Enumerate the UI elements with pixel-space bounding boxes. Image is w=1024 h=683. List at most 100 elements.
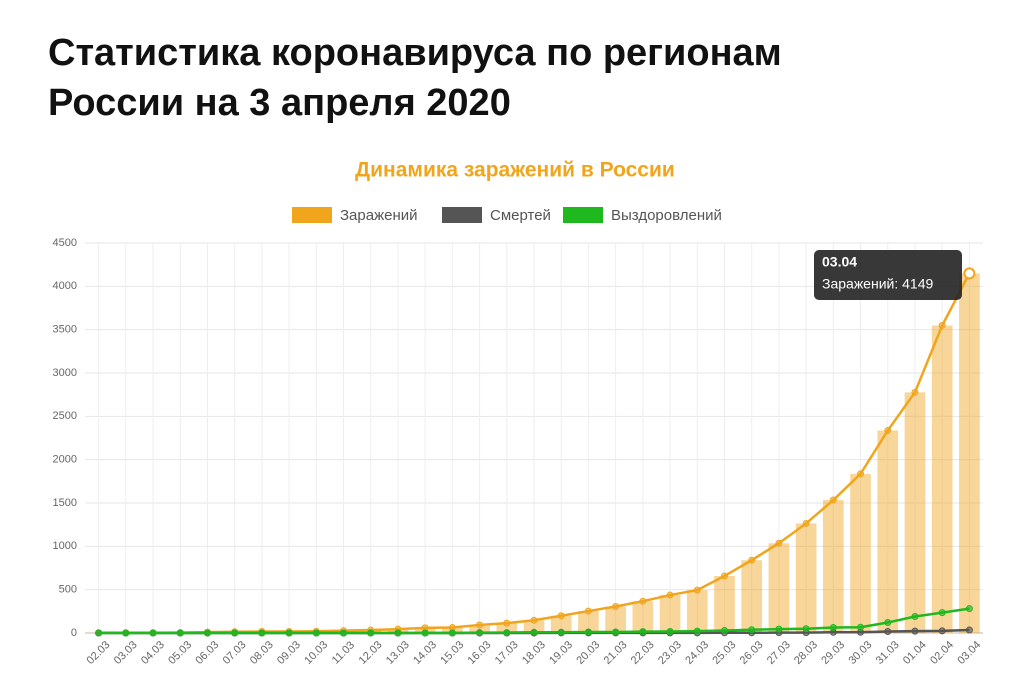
point <box>829 496 837 504</box>
point <box>584 628 592 636</box>
x-tick-label: 08.03 <box>248 639 276 667</box>
point <box>775 625 783 633</box>
x-tick-label: 03.04 <box>955 639 983 667</box>
point <box>911 388 919 396</box>
point <box>312 629 320 637</box>
bar <box>469 624 490 633</box>
point <box>775 539 783 547</box>
point <box>503 629 511 637</box>
bar <box>768 543 790 633</box>
bar <box>496 623 518 633</box>
point <box>639 628 647 636</box>
point <box>557 628 565 636</box>
y-tick-label: 500 <box>59 584 77 596</box>
bar <box>904 392 926 633</box>
point <box>258 629 266 637</box>
point <box>666 591 674 599</box>
point <box>476 621 484 629</box>
x-tick-label: 18.03 <box>520 639 548 667</box>
legend-swatch <box>442 207 482 223</box>
page-title: Статистика коронавируса по регионам Росс… <box>48 32 782 124</box>
bar <box>877 430 899 633</box>
point <box>367 629 375 637</box>
chart-title: Динамика заражений в России <box>355 159 675 182</box>
legend-swatch <box>563 207 603 223</box>
x-tick-label: 01.04 <box>901 639 929 667</box>
tooltip-title: 03.04 <box>822 254 857 270</box>
tooltip-box <box>814 250 962 300</box>
point <box>612 628 620 636</box>
y-tick-label: 0 <box>71 627 77 639</box>
point <box>720 626 728 634</box>
x-tick-label: 05.03 <box>166 639 194 667</box>
y-tick-label: 1500 <box>53 497 77 509</box>
point <box>95 629 103 637</box>
x-tick-label: 26.03 <box>738 639 766 667</box>
x-tick-label: 07.03 <box>221 639 249 667</box>
y-tick-label: 2500 <box>53 410 77 422</box>
point <box>448 629 456 637</box>
point <box>421 629 429 637</box>
bar <box>822 500 844 633</box>
x-tick-label: 02.04 <box>928 639 956 667</box>
legend-label: Заражений <box>340 207 418 224</box>
bar <box>931 325 953 633</box>
x-tick-label: 06.03 <box>193 639 221 667</box>
y-tick-label: 1000 <box>53 540 77 552</box>
x-tick-label: 31.03 <box>874 639 902 667</box>
x-tick-label: 02.03 <box>85 639 113 667</box>
bar <box>659 595 681 633</box>
point <box>530 616 538 624</box>
y-tick-label: 2000 <box>53 454 77 466</box>
x-tick-label: 27.03 <box>765 639 793 667</box>
point <box>693 586 701 594</box>
y-tick-label: 3500 <box>53 324 77 336</box>
x-tick-label: 16.03 <box>466 639 494 667</box>
y-tick-label: 4500 <box>53 237 77 249</box>
x-tick-label: 20.03 <box>574 639 602 667</box>
x-tick-label: 03.03 <box>112 639 140 667</box>
bar <box>850 473 871 633</box>
x-tick-label: 28.03 <box>792 639 820 667</box>
point <box>802 625 810 633</box>
bar <box>632 601 654 633</box>
x-tick-label: 23.03 <box>656 639 684 667</box>
y-tick-label: 4000 <box>53 280 77 292</box>
bar <box>714 575 735 633</box>
point <box>938 609 946 617</box>
legend-label: Выздоровлений <box>611 207 722 224</box>
point <box>503 619 511 627</box>
point <box>884 628 892 636</box>
x-tick-label: 29.03 <box>819 639 847 667</box>
point <box>122 629 130 637</box>
point <box>530 628 538 636</box>
x-tick-label: 12.03 <box>357 639 385 667</box>
point <box>231 629 239 637</box>
point <box>965 605 973 613</box>
bar <box>741 560 763 633</box>
x-tick-label: 25.03 <box>710 639 738 667</box>
point <box>639 597 647 605</box>
x-tick-label: 10.03 <box>302 639 330 667</box>
point <box>748 556 756 564</box>
point <box>149 629 157 637</box>
point <box>829 623 837 631</box>
point <box>203 629 211 637</box>
bar <box>605 606 626 633</box>
point <box>884 426 892 434</box>
point <box>584 607 592 615</box>
point <box>340 629 348 637</box>
x-tick-label: 30.03 <box>847 639 875 667</box>
x-tick-label: 21.03 <box>602 639 630 667</box>
x-tick-label: 04.03 <box>139 639 167 667</box>
bar <box>795 523 817 633</box>
point <box>748 626 756 634</box>
point <box>720 572 728 580</box>
x-tick-label: 13.03 <box>384 639 412 667</box>
x-tick-label: 19.03 <box>547 639 575 667</box>
point <box>911 627 919 635</box>
point <box>666 628 674 636</box>
bar <box>686 590 708 633</box>
x-tick-label: 24.03 <box>683 639 711 667</box>
